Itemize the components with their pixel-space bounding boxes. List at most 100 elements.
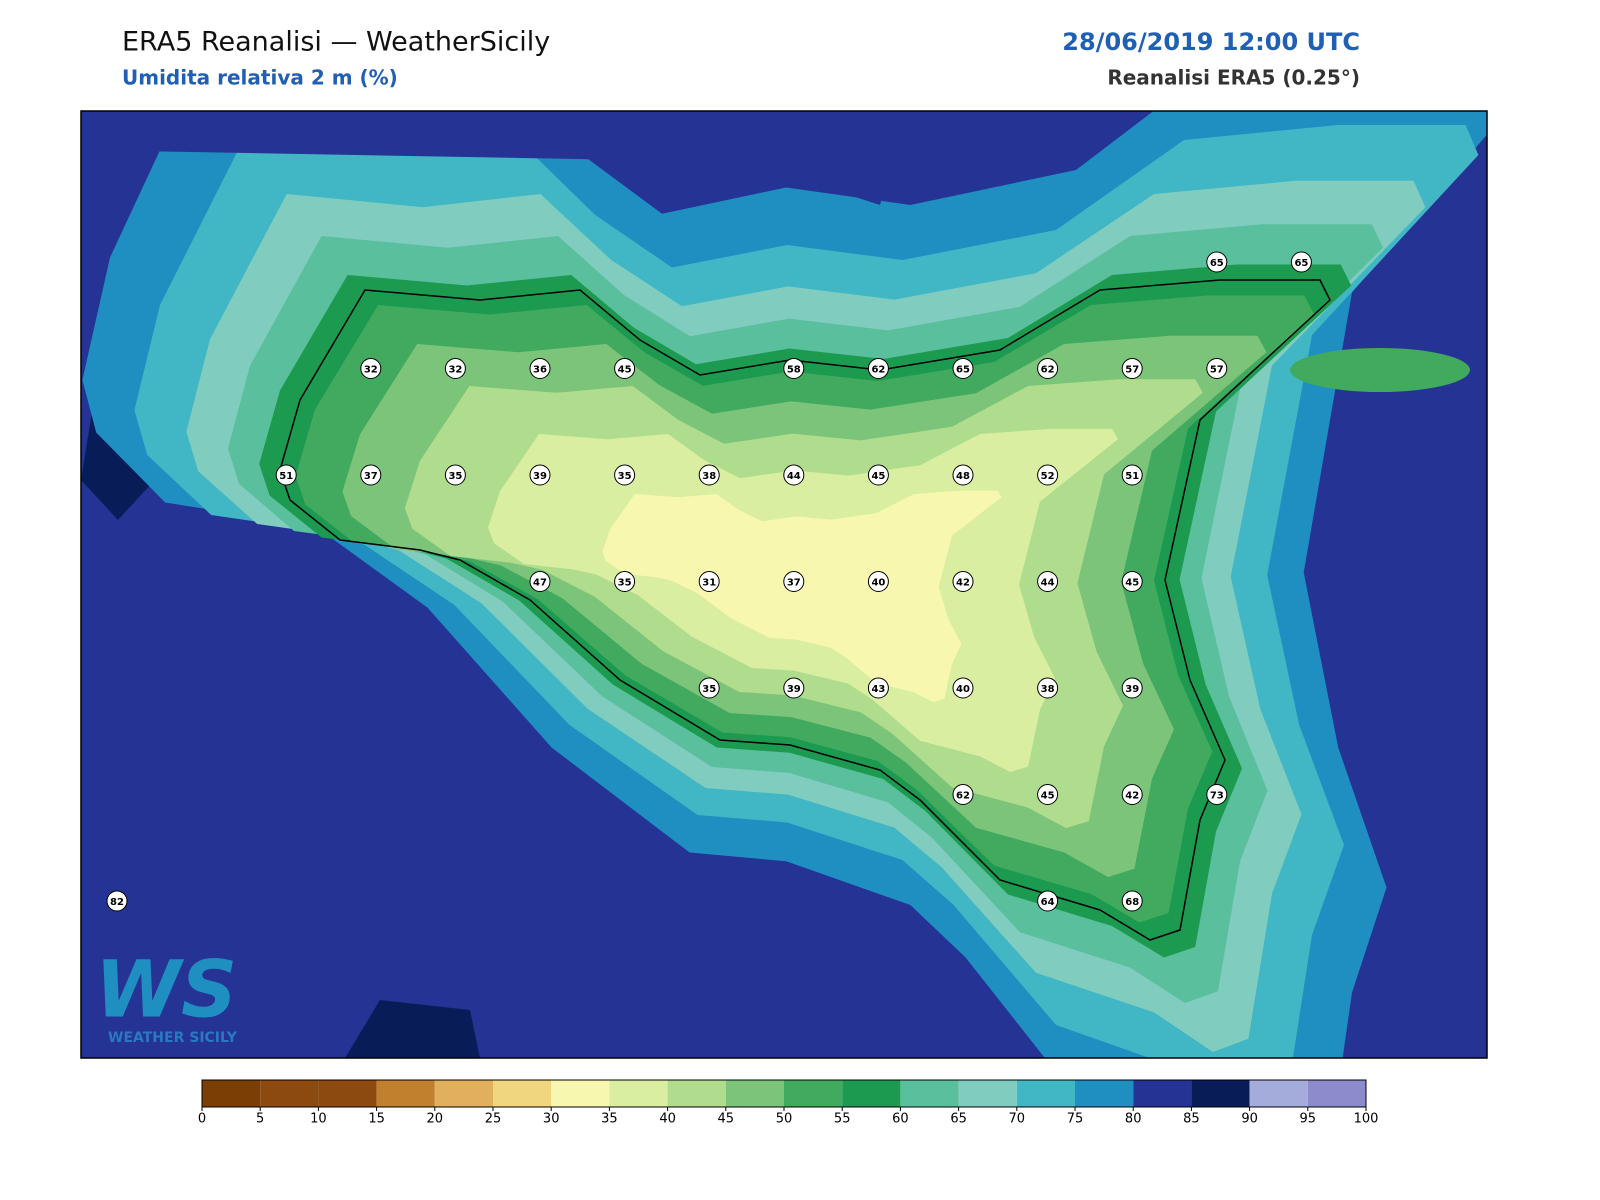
sea-patch	[81, 111, 630, 160]
dark-patch	[345, 1000, 480, 1058]
colorbar-bin	[725, 1080, 784, 1107]
title: ERA5 Reanalisi — WeatherSicily	[122, 27, 550, 58]
station-marker	[952, 358, 974, 379]
station-marker	[1206, 358, 1228, 379]
colorbar-bin	[958, 1080, 1017, 1107]
station-marker	[1037, 677, 1059, 699]
station-value: 51	[1125, 471, 1139, 482]
station-marker	[952, 571, 974, 592]
station-marker	[698, 677, 720, 699]
station-value: 82	[110, 897, 124, 908]
colorbar-tick-label: 5	[256, 1112, 264, 1127]
station-marker	[444, 358, 466, 379]
colorbar-bin	[202, 1080, 261, 1107]
station-marker	[360, 464, 382, 486]
station-value: 62	[871, 365, 885, 376]
station-value: 43	[871, 684, 885, 695]
colorbar-bin	[1133, 1080, 1192, 1107]
colorbar-tick-label: 70	[1009, 1112, 1026, 1127]
datetime: 28/06/2019 12:00 UTC	[1062, 28, 1360, 56]
station-marker	[867, 358, 889, 379]
station-marker	[1206, 251, 1228, 273]
station-value: 31	[702, 578, 716, 589]
station-marker	[867, 571, 889, 592]
station-marker	[1121, 784, 1143, 805]
colorbar-tick-label: 95	[1300, 1112, 1317, 1127]
colorbar-tick-label: 65	[950, 1112, 967, 1127]
station-marker	[1121, 571, 1143, 592]
station-marker	[1037, 890, 1059, 912]
colorbar-bin	[376, 1080, 435, 1107]
station-value: 45	[1041, 791, 1055, 802]
contour-band	[602, 490, 1002, 702]
colorbar-bin	[609, 1080, 668, 1107]
colorbar-tick-label: 25	[485, 1112, 502, 1127]
station-value: 38	[702, 471, 716, 482]
colorbar-bin	[1191, 1080, 1250, 1107]
logo-text: WEATHER SICILY	[108, 1030, 238, 1046]
colorbar-tick-label: 75	[1067, 1112, 1084, 1127]
colorbar-tick-label: 10	[310, 1112, 327, 1127]
station-marker	[698, 571, 720, 592]
map-frame	[80, 110, 1488, 1059]
colorbar-tick-label: 20	[427, 1112, 444, 1127]
colorbar-bin	[1307, 1080, 1366, 1107]
colorbar-bin	[260, 1080, 319, 1107]
colorbar-tick-label: 30	[543, 1112, 560, 1127]
station-marker	[1037, 358, 1059, 379]
colorbar-bin	[1075, 1080, 1134, 1107]
station-marker	[1037, 784, 1059, 805]
station-value: 65	[956, 365, 970, 376]
colorbar-bin	[1016, 1080, 1075, 1107]
station-marker	[952, 784, 974, 805]
colorbar-tick-label: 60	[892, 1112, 909, 1127]
colorbar-bin	[551, 1080, 610, 1107]
station-value: 45	[618, 365, 632, 376]
station-value: 52	[1041, 471, 1055, 482]
contour-band	[1290, 348, 1470, 392]
station-marker	[867, 677, 889, 699]
station-marker	[360, 358, 382, 379]
station-value: 40	[956, 684, 970, 695]
station-value: 64	[1041, 897, 1055, 908]
station-value: 37	[787, 578, 801, 589]
station-marker	[529, 571, 551, 592]
station-value: 62	[1041, 365, 1055, 376]
colorbar-bin	[1249, 1080, 1308, 1107]
logo-mark: WS	[95, 945, 237, 1035]
station-marker	[1121, 677, 1143, 699]
colorbar-bin	[318, 1080, 377, 1107]
station-value: 57	[1125, 365, 1139, 376]
station-value: 45	[871, 471, 885, 482]
colorbar-tick-label: 100	[1354, 1112, 1379, 1127]
station-value: 36	[533, 365, 547, 376]
station-marker	[1037, 571, 1059, 592]
station-value: 68	[1125, 897, 1139, 908]
station-value: 73	[1210, 791, 1224, 802]
colorbar-bin	[667, 1080, 726, 1107]
station-value: 35	[448, 471, 462, 482]
station-marker	[275, 464, 297, 486]
colorbar: 0 5 10 15 20 25 30 35 40 45 50 55 60 65 70 75 80 85 90 95 10…	[198, 1079, 1379, 1127]
station-value: 32	[364, 365, 378, 376]
station-value: 39	[533, 471, 547, 482]
colorbar-tick-label: 80	[1125, 1112, 1142, 1127]
station-marker	[1121, 358, 1143, 379]
station-marker	[867, 464, 889, 486]
station-value: 45	[1125, 578, 1139, 589]
sea-patch	[725, 130, 900, 205]
subtitle: Umidita relativa 2 m (%)	[122, 66, 398, 90]
map-area: 65 65 32 32 36 45 58 62 65 62 57 57 51 37 35 39 35 38 44 45…	[81, 111, 1487, 1058]
station-value: 58	[787, 365, 801, 376]
station-value: 37	[364, 471, 378, 482]
station-marker	[614, 571, 636, 592]
station-value: 62	[956, 791, 970, 802]
station-marker	[529, 358, 551, 379]
station-value: 38	[1041, 684, 1055, 695]
colorbar-tick-label: 45	[718, 1112, 735, 1127]
colorbar-bin	[784, 1080, 843, 1107]
colorbar-tick-label: 55	[834, 1112, 851, 1127]
station-value: 47	[533, 578, 547, 589]
station-marker	[783, 358, 805, 379]
